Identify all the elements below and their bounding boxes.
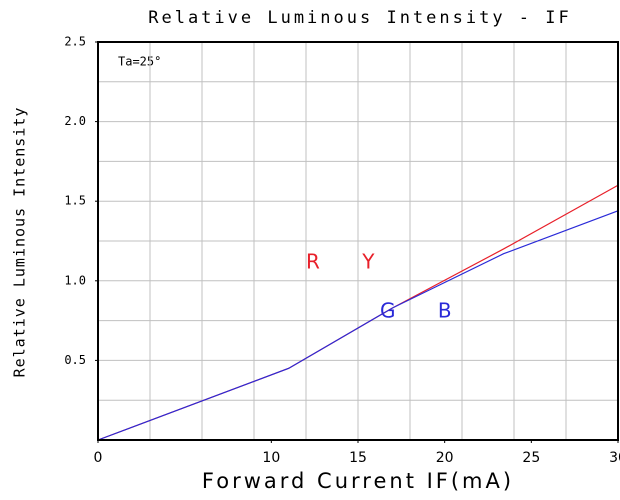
y-tick-label: 2.5 [64,35,86,49]
y-tick-label: 1.0 [64,273,86,287]
x-tick-label: 20 [436,450,454,466]
annotation: R Y [306,250,392,274]
y-tick-label: 0.5 [64,353,86,367]
x-tick-label: 10 [262,450,280,466]
chart-title: Relative Luminous Intensity - IF [148,8,572,28]
plot-frame [97,41,619,441]
x-tick-label: 15 [349,450,367,466]
y-tick-label: 1.5 [64,194,86,208]
annotation: Ta=25° [118,55,161,69]
x-tick-label: 0 [94,450,103,466]
annotation: G B [380,299,470,323]
x-tick-label: 25 [522,450,540,466]
x-axis-label: Forward Current IF(mA) [202,469,514,493]
y-axis-label: Relative Luminous Intensity [11,107,29,378]
series-line [97,210,619,441]
y-tick-label: 2.0 [64,114,86,128]
x-tick-label: 30 [609,450,620,466]
